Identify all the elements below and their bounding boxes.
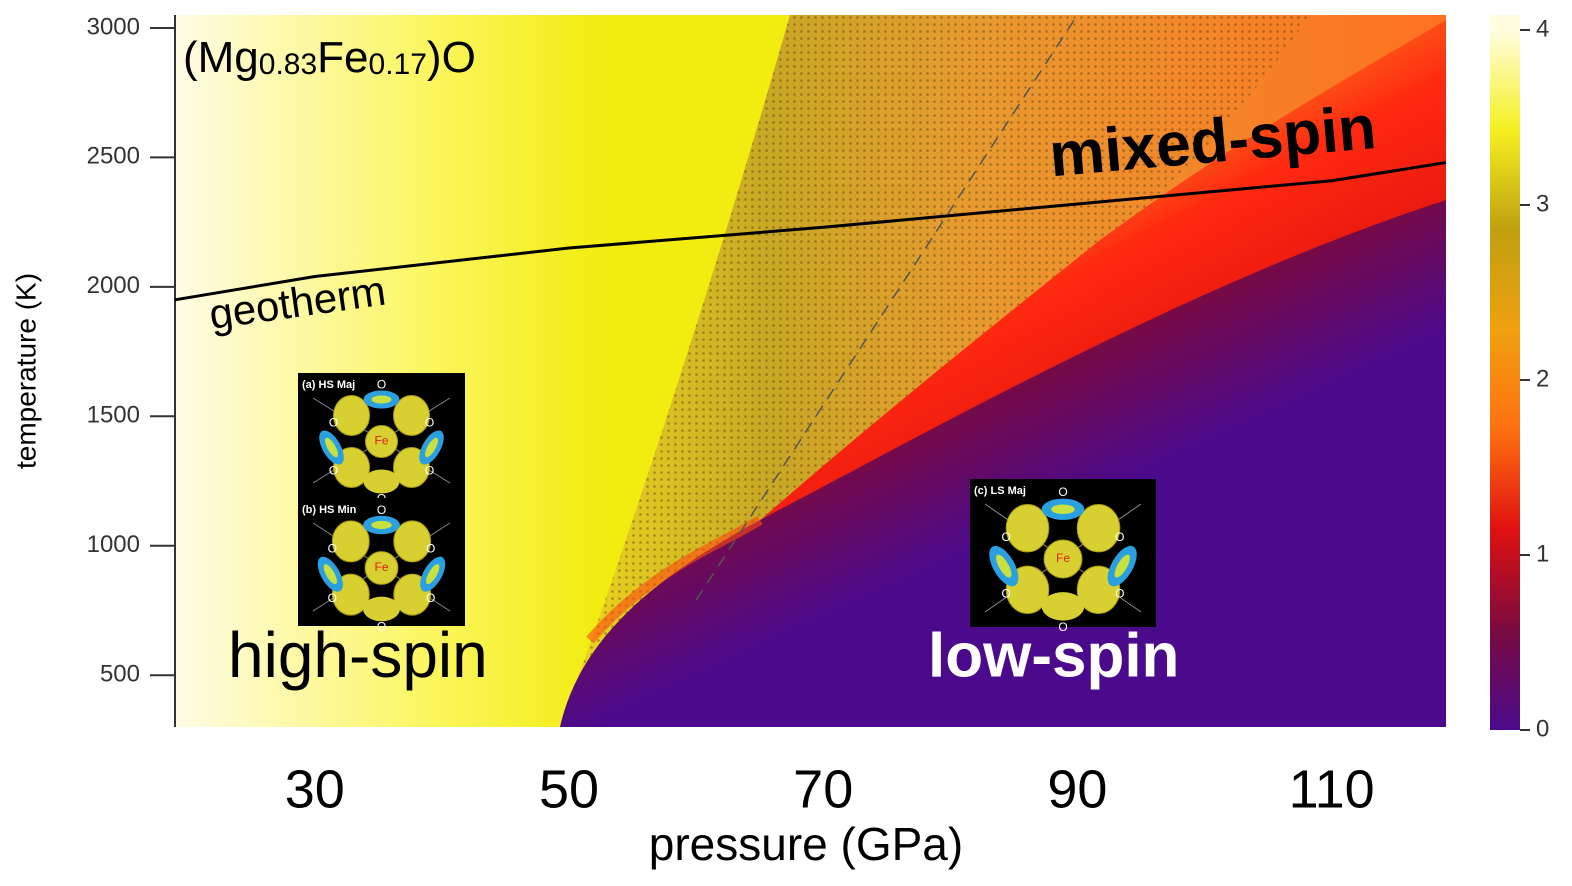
- inset-label: (a) HS Maj: [302, 379, 355, 391]
- formula: (Mg0.83Fe0.17)O: [183, 33, 476, 82]
- y-tick-label: 1000: [87, 531, 140, 558]
- inset-label: (c) LS Maj: [974, 485, 1026, 497]
- y-tick-label: 500: [100, 661, 140, 688]
- inset-ligand: O: [426, 591, 435, 605]
- inset-ligand: O: [377, 378, 386, 392]
- inset-ligand: O: [1001, 530, 1010, 544]
- colorbar-tick-label: 1: [1536, 540, 1549, 567]
- inset-ligand: O: [425, 416, 434, 430]
- x-tick-label: 110: [1289, 759, 1375, 819]
- y-tick-label: 1500: [87, 402, 140, 429]
- inset-ligand: O: [377, 620, 386, 634]
- colorbar-tick-label: 2: [1536, 365, 1549, 392]
- chart: 500100015002000250030003050709011001234 …: [0, 0, 1572, 881]
- inset-center: Fe: [1056, 551, 1070, 565]
- inset-ligand: O: [1058, 620, 1067, 634]
- inset-ligand: O: [329, 416, 338, 430]
- inset-ligand: O: [328, 542, 337, 556]
- orbital-inset: (b) HS Min Fe O O O O O O: [298, 498, 465, 634]
- high-spin-label: high-spin: [228, 619, 488, 691]
- y-tick-label: 2500: [87, 143, 140, 170]
- low-spin-label: low-spin: [928, 621, 1179, 690]
- x-tick-label: 70: [793, 759, 853, 819]
- x-axis-title: pressure (GPa): [649, 818, 963, 870]
- x-tick-label: 30: [285, 759, 345, 819]
- inset-ligand: O: [1058, 485, 1067, 499]
- colorbar-tick-label: 4: [1536, 15, 1549, 42]
- y-axis-title: temperature (K): [10, 273, 41, 469]
- inset-ligand: O: [1115, 587, 1124, 601]
- inset-ligand: O: [328, 591, 337, 605]
- inset-label: (b) HS Min: [302, 504, 357, 516]
- inset-ligand: O: [425, 464, 434, 478]
- inset-center: Fe: [374, 434, 388, 448]
- x-tick-label: 90: [1047, 759, 1107, 819]
- page: 500100015002000250030003050709011001234 …: [0, 0, 1572, 886]
- inset-ligand: O: [426, 542, 435, 556]
- y-tick-label: 2000: [87, 272, 140, 299]
- inset-center: Fe: [374, 560, 388, 574]
- inset-ligand: O: [377, 503, 386, 517]
- inset-ligand: O: [1001, 587, 1010, 601]
- y-tick-label: 3000: [87, 13, 140, 40]
- x-tick-label: 50: [539, 759, 599, 819]
- inset-ligand: O: [329, 464, 338, 478]
- colorbar-tick-label: 0: [1536, 715, 1549, 742]
- inset-ligand: O: [1115, 530, 1124, 544]
- colorbar-tick-label: 3: [1536, 190, 1549, 217]
- colorbar: [1490, 15, 1520, 730]
- orbital-inset: (c) LS Maj Fe O O O O O O: [970, 479, 1156, 634]
